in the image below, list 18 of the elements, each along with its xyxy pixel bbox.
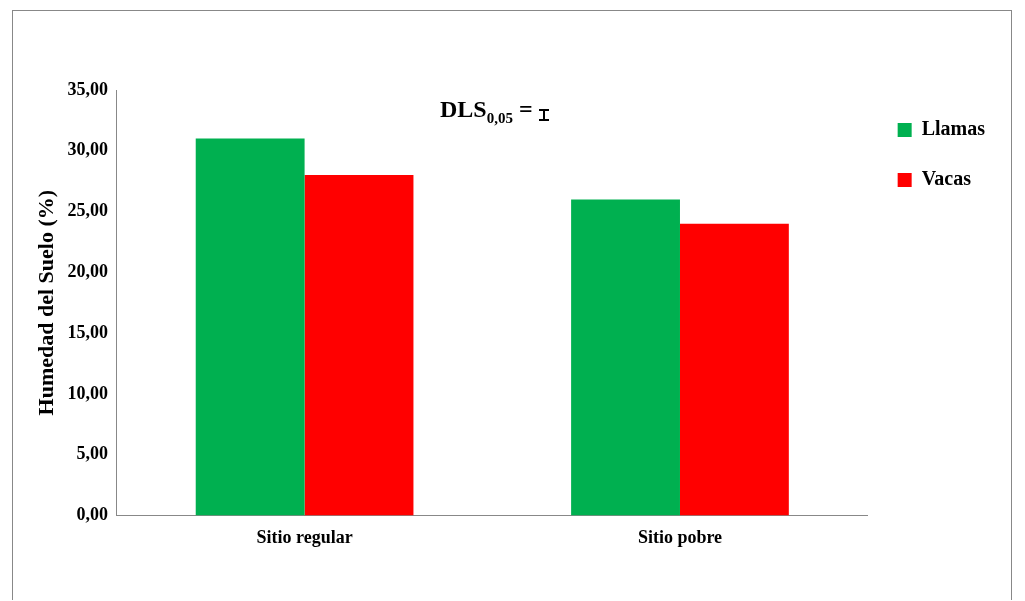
x-tick-label: Sitio regular: [256, 526, 353, 547]
y-tick-label: 5,00: [76, 443, 108, 464]
y-axis-title: Humedad del Suelo (%): [32, 189, 58, 416]
y-tick-label: 35,00: [67, 78, 108, 99]
y-tick-label: 20,00: [67, 260, 108, 281]
bar: [304, 175, 414, 516]
y-tick-label: 15,00: [67, 321, 108, 342]
legend-label: Llamas: [921, 117, 986, 140]
annotation: DLS$_{0,05}$ =: [440, 96, 533, 126]
bar: [679, 223, 789, 516]
bar: [571, 199, 680, 516]
y-tick-label: 0,00: [76, 504, 108, 525]
bar: [195, 138, 305, 516]
x-tick-label: Sitio pobre: [637, 526, 723, 547]
legend-label: Vacas: [921, 167, 972, 190]
y-tick-label: 10,00: [67, 382, 108, 403]
y-tick-label: 25,00: [67, 200, 108, 221]
y-tick-label: 30,00: [67, 139, 108, 160]
